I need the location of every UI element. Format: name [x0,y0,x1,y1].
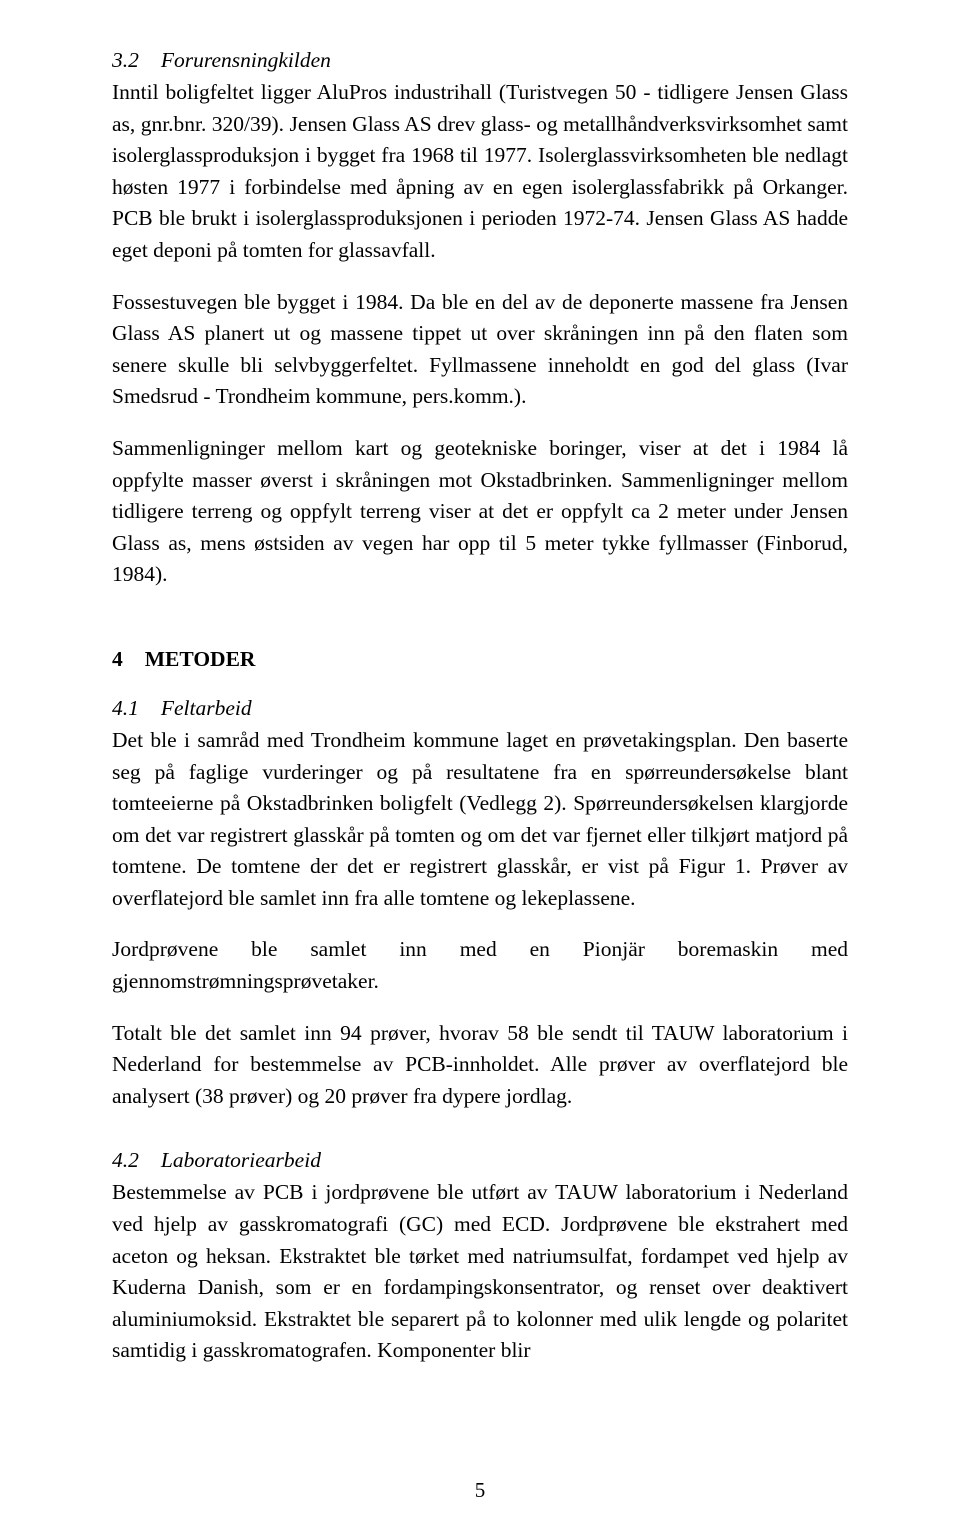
body-paragraph: Det ble i samråd med Trondheim kommune l… [112,725,848,915]
section-number: 4.1 [112,696,139,720]
body-paragraph: Bestemmelse av PCB i jordprøvene ble utf… [112,1177,848,1367]
body-paragraph: Jordprøvene ble samlet inn med en Pionjä… [112,934,848,997]
section-4-1-heading: 4.1 Feltarbeid [112,696,848,721]
section-title: METODER [145,647,256,671]
body-paragraph: Sammenligninger mellom kart og geoteknis… [112,433,848,591]
section-4-2-heading: 4.2 Laboratoriearbeid [112,1148,848,1173]
section-title: Laboratoriearbeid [161,1148,321,1172]
body-paragraph: Totalt ble det samlet inn 94 prøver, hvo… [112,1018,848,1113]
section-number: 3.2 [112,48,139,72]
section-number: 4.2 [112,1148,139,1172]
section-title: Forurensningkilden [161,48,331,72]
section-number: 4 [112,647,123,671]
section-3-2-heading: 3.2 Forurensningkilden [112,48,848,73]
section-title: Feltarbeid [161,696,252,720]
body-paragraph: Inntil boligfeltet ligger AluPros indust… [112,77,848,267]
section-4-heading: 4 METODER [112,647,848,672]
page-number: 5 [0,1478,960,1503]
body-paragraph: Fossestuvegen ble bygget i 1984. Da ble … [112,287,848,413]
document-page: 3.2 Forurensningkilden Inntil boligfelte… [0,0,960,1529]
